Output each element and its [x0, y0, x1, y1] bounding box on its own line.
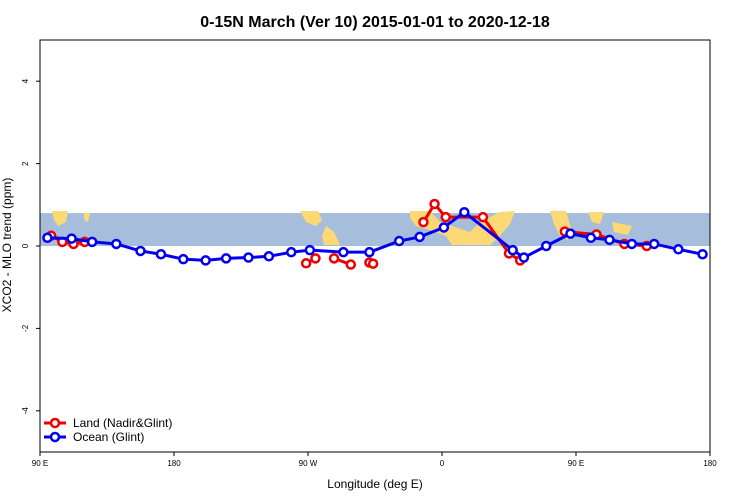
series-2-point-0-22: [565, 228, 576, 239]
series-2-point-0-17: [438, 222, 450, 233]
series-2-point-0-20: [518, 252, 530, 263]
series-2-point-0-25: [626, 238, 638, 250]
series-0-point-2-0: [328, 253, 340, 264]
y-tick-label-3: 2: [21, 161, 30, 166]
legend-label-0: Land (Nadir&Glint): [73, 416, 172, 430]
series-2-point-0-8: [220, 253, 232, 264]
series-2-point-0-19: [507, 244, 518, 256]
legend: Land (Nadir&Glint)Ocean (Glint): [44, 416, 172, 444]
series-0-point-2-1: [345, 259, 357, 270]
series-1-point-0-0: [418, 216, 429, 228]
series-2-point-0-5: [155, 248, 167, 260]
land-shape-0: [52, 211, 68, 226]
x-axis-label: Longitude (deg E): [327, 477, 422, 491]
series-2-point-0-1: [66, 233, 77, 244]
series-2-point-0-16: [414, 231, 425, 243]
land-shape-7: [612, 222, 632, 235]
y-tick-label-2: 0: [21, 243, 30, 248]
series-2-point-0-24: [604, 234, 615, 246]
series-2-point-0-15: [393, 235, 405, 247]
series-2-point-0-21: [540, 240, 552, 252]
land-shape-2: [300, 211, 322, 226]
y-tick-label-0: -4: [21, 407, 30, 415]
series-1-point-0-1: [429, 198, 440, 210]
x-tick-label-5: 180: [703, 459, 717, 468]
chart-title: 0-15N March (Ver 10) 2015-01-01 to 2020-…: [200, 14, 550, 31]
series-0-point-1-1: [310, 253, 321, 264]
series-2-point-0-2: [86, 236, 98, 248]
series-1-point-0-3: [477, 211, 489, 223]
axes: 90 E 180 90 W 0 90 E 180 -4 -2 0 2 4: [21, 78, 717, 468]
legend-label-1: Ocean (Glint): [73, 430, 144, 444]
series-2-point-0-26: [648, 238, 660, 250]
x-tick-label-2: 90 W: [299, 459, 318, 468]
land-shape-4: [410, 211, 515, 245]
series-2-point-0-9: [243, 252, 254, 263]
legend-marker-0: [49, 417, 61, 429]
series-0-point-3-1: [367, 258, 379, 269]
land-shape-1: [84, 213, 90, 222]
series-2-point-0-11: [286, 246, 297, 258]
series-2-point-0-27: [673, 244, 684, 255]
series-layer: [42, 198, 708, 270]
series-1-point-0-2: [440, 211, 451, 223]
series-2-point-0-3: [111, 238, 122, 250]
series-2-point-0-18: [459, 206, 470, 218]
y-tick-label-1: -2: [21, 324, 30, 332]
series-2-point-0-14: [364, 246, 375, 258]
y-axis-label: XCO2 - MLO trend (ppm): [0, 178, 14, 313]
series-2-point-0-23: [585, 232, 597, 244]
series-2-point-0-13: [338, 246, 349, 258]
series-2-point-0-6: [178, 253, 189, 265]
x-tick-label-1: 180: [167, 459, 181, 468]
series-2-point-0-7: [200, 255, 211, 266]
x-tick-label-4: 90 E: [568, 459, 584, 468]
series-2-point-0-0: [42, 232, 53, 244]
y-tick-label-4: 4: [21, 78, 30, 83]
x-tick-label-0: 90 E: [32, 459, 48, 468]
series-2-point-0-28: [697, 248, 708, 260]
legend-marker-1: [49, 431, 61, 443]
land-shape-6: [588, 212, 604, 224]
x-tick-label-3: 0: [440, 459, 445, 468]
series-0-point-1-0: [300, 258, 312, 269]
series-2-point-0-10: [263, 251, 275, 262]
land-shape-3: [322, 226, 340, 245]
series-2-point-0-4: [135, 245, 146, 257]
series-2-point-0-12: [304, 244, 316, 256]
